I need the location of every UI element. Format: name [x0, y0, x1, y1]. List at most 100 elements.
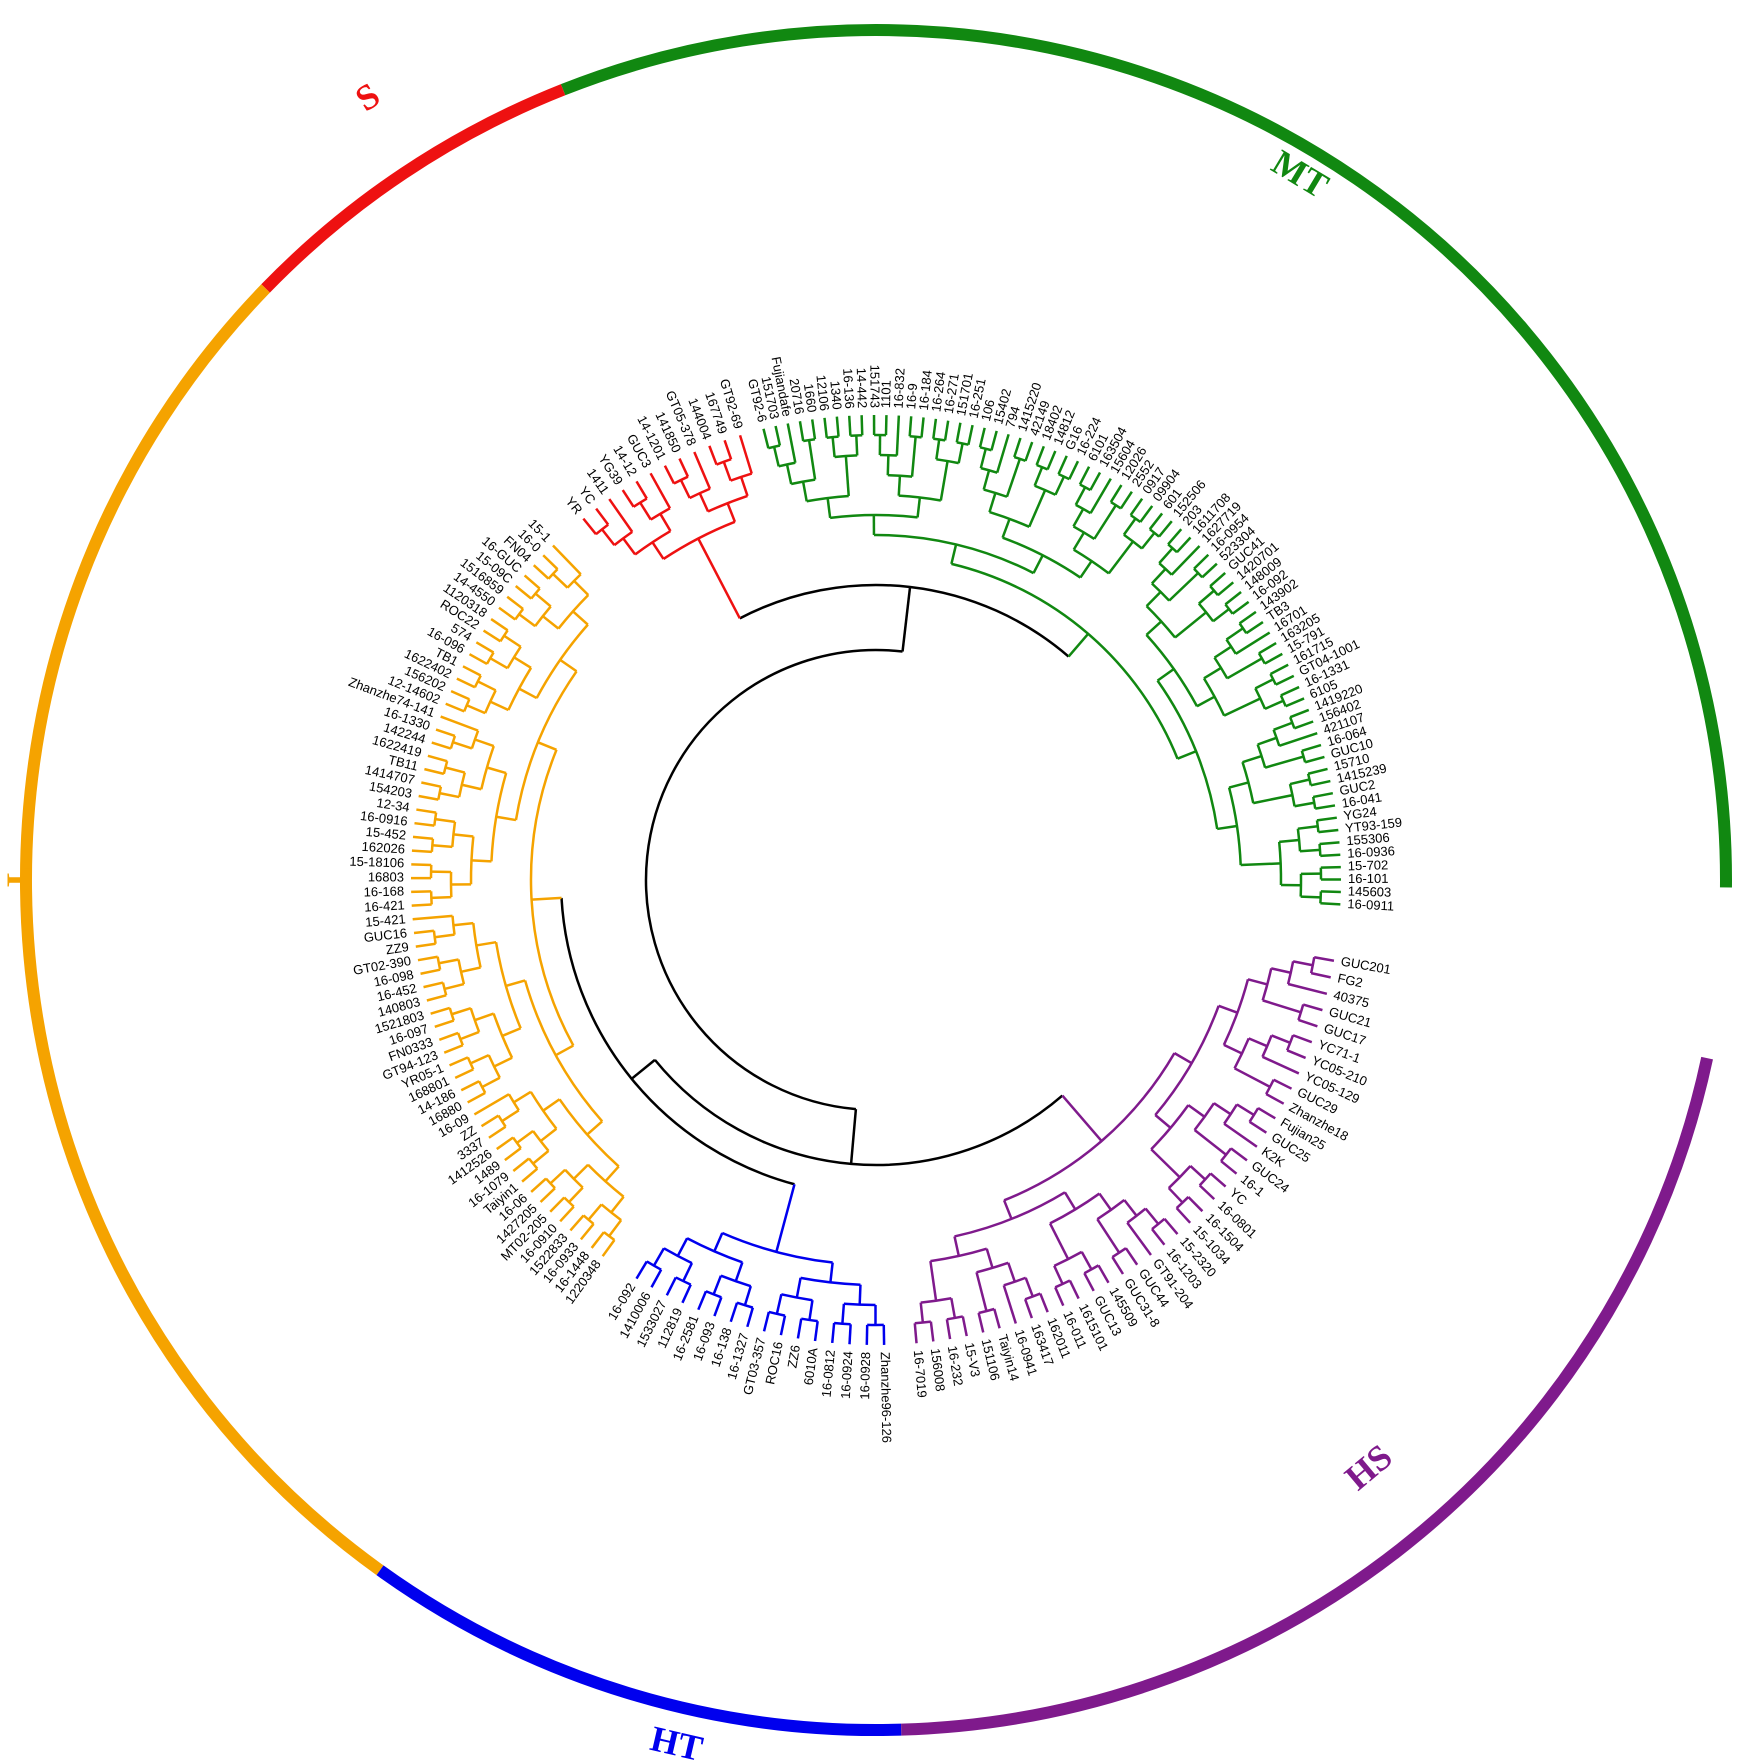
branch	[604, 1165, 620, 1183]
branch	[521, 1167, 539, 1183]
branch	[1203, 666, 1222, 680]
branch	[435, 728, 456, 738]
branch	[460, 1080, 480, 1092]
branch	[1285, 697, 1305, 708]
branch	[539, 1187, 556, 1203]
branch	[1301, 743, 1322, 753]
branch	[444, 982, 465, 991]
leaf-label: 15-702	[1348, 857, 1389, 873]
branch	[1231, 600, 1250, 615]
branch	[516, 1130, 534, 1144]
branch-arc	[448, 1007, 455, 1021]
branch	[1240, 862, 1281, 867]
branch-arc	[497, 1114, 507, 1128]
branch-arc	[469, 1007, 481, 1033]
branch	[738, 434, 753, 474]
branch	[712, 1275, 723, 1295]
branch	[953, 1236, 961, 1257]
branch	[537, 741, 557, 751]
branch	[453, 921, 474, 927]
branch	[1163, 1217, 1179, 1235]
branch-arc	[1241, 761, 1255, 804]
branch-arc	[1238, 622, 1248, 634]
branch	[568, 1186, 584, 1203]
branch-arc	[436, 956, 442, 970]
branch	[979, 448, 987, 469]
branch	[1079, 560, 1093, 579]
branch	[474, 1012, 495, 1022]
branch	[470, 1054, 490, 1065]
branch	[1280, 685, 1300, 697]
branch	[431, 895, 452, 900]
branch	[1057, 455, 1068, 475]
branch-arc	[1079, 483, 1091, 492]
branch	[1217, 581, 1235, 597]
branch	[1279, 838, 1300, 844]
branch	[1013, 437, 1022, 458]
branch	[919, 1302, 925, 1323]
branch	[480, 1114, 500, 1128]
branch	[1292, 1034, 1313, 1044]
branch	[601, 528, 616, 546]
branch	[1139, 505, 1154, 523]
branch-arc	[1156, 679, 1219, 830]
branch	[897, 475, 902, 496]
branch	[1257, 1107, 1276, 1120]
branch	[1028, 489, 1047, 528]
branch-arc	[1111, 1247, 1127, 1259]
leaf-label: TB11	[387, 752, 420, 774]
branch-arc	[429, 891, 433, 905]
branch-arc	[1126, 1207, 1147, 1224]
branch	[950, 1298, 957, 1319]
branch	[975, 1272, 988, 1312]
leaf-label: 6010A	[801, 1346, 821, 1386]
branch-arc	[979, 446, 992, 452]
branch	[489, 657, 509, 670]
branch	[729, 1302, 739, 1323]
leaf-label: 16-0924	[838, 1351, 856, 1399]
branch-arc	[514, 670, 578, 821]
branch	[423, 981, 444, 989]
branch	[486, 766, 507, 775]
branch-arc	[646, 1260, 662, 1271]
branch	[1005, 458, 1022, 498]
branch	[587, 1203, 603, 1221]
branch	[1107, 540, 1134, 575]
branch	[985, 1248, 994, 1269]
branch	[988, 492, 997, 513]
branch	[650, 1269, 663, 1288]
branch	[1198, 1184, 1216, 1201]
branch	[681, 1284, 692, 1304]
branch	[621, 489, 635, 508]
branch	[1167, 528, 1183, 546]
branch	[475, 641, 495, 654]
branch	[939, 460, 949, 501]
branch	[1257, 736, 1277, 746]
branch	[501, 1027, 522, 1038]
branch	[1269, 663, 1289, 676]
branch-arc	[1145, 634, 1199, 707]
branch	[489, 700, 509, 712]
branch	[1083, 1272, 1095, 1292]
branch-arc	[1220, 1147, 1232, 1162]
leaf-label: 16-041	[1341, 789, 1383, 810]
branch	[1292, 960, 1314, 967]
branch	[466, 704, 486, 715]
branch	[1213, 645, 1232, 659]
branch-arc	[801, 1317, 818, 1323]
branch	[798, 421, 805, 442]
branch	[427, 754, 448, 763]
branch	[552, 573, 569, 589]
branch-arc	[587, 1163, 625, 1198]
leaf-label: 15-452	[365, 824, 407, 843]
branch	[622, 537, 637, 556]
branch	[476, 940, 497, 947]
branch	[1032, 554, 1044, 574]
branch-arc	[1123, 533, 1143, 550]
branch	[929, 1321, 935, 1342]
branch	[488, 1125, 507, 1139]
branch	[1225, 627, 1244, 641]
branch	[1148, 512, 1164, 530]
branch-arc	[1315, 820, 1320, 833]
branch	[639, 501, 652, 521]
